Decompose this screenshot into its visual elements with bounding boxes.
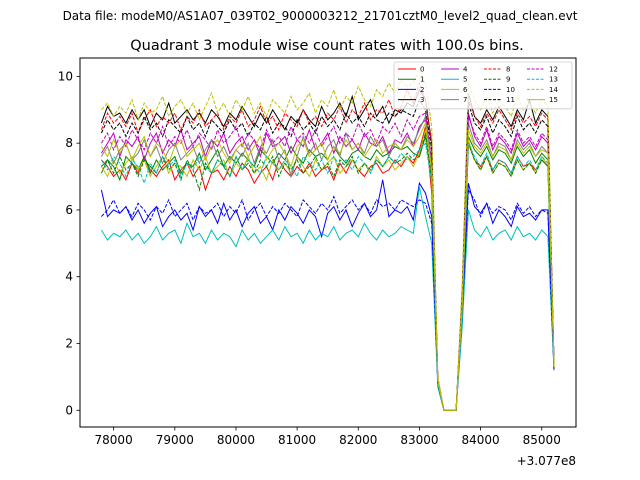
series-line-4 <box>100 112 555 411</box>
legend-label-1: 1 <box>420 76 424 84</box>
y-tick-label: 4 <box>65 270 73 284</box>
legend-label-10: 10 <box>506 86 515 94</box>
legend-label-13: 13 <box>549 76 558 84</box>
x-tick-label: 84000 <box>461 433 499 447</box>
series-line-11 <box>100 98 555 411</box>
x-axis: 78000 79000 80000 81000 82000 83000 84000 85000 <box>95 427 561 447</box>
legend-label-7: 7 <box>463 96 467 104</box>
x-tick-label: 83000 <box>400 433 438 447</box>
y-tick-label: 6 <box>65 203 73 217</box>
legend-label-8: 8 <box>506 66 510 74</box>
series-line-7 <box>100 114 555 411</box>
x-tick-label: 80000 <box>217 433 255 447</box>
legend-label-9: 9 <box>506 76 510 84</box>
x-offset-label: +3.077e8 <box>517 454 576 468</box>
data-file-subtitle: Data file: modeM0/AS1A07_039T02_90000032… <box>63 9 578 23</box>
legend-label-14: 14 <box>549 86 558 94</box>
y-tick-label: 2 <box>65 337 73 351</box>
series-line-3 <box>100 88 555 411</box>
series-layer <box>100 68 555 411</box>
chart-title: Quadrant 3 module wise count rates with … <box>130 38 524 54</box>
series-line-10 <box>101 188 555 411</box>
legend-label-4: 4 <box>463 66 468 74</box>
legend-label-11: 11 <box>506 96 515 104</box>
x-tick-label: 82000 <box>339 433 377 447</box>
series-line-12 <box>100 112 555 411</box>
series-line-2 <box>100 179 555 411</box>
series-line-0 <box>101 126 555 411</box>
y-tick-label: 10 <box>58 69 73 83</box>
legend-box <box>393 61 573 110</box>
legend-label-12: 12 <box>549 66 558 74</box>
legend-label-6: 6 <box>463 86 468 94</box>
y-axis: 0 2 4 6 8 10 <box>58 69 80 417</box>
axes-frame <box>79 57 577 428</box>
legend-label-0: 0 <box>420 66 424 74</box>
legend-label-2: 2 <box>420 86 424 94</box>
x-tick-label: 79000 <box>156 433 194 447</box>
legend-label-5: 5 <box>463 76 467 84</box>
y-tick-label: 0 <box>65 403 73 417</box>
series-line-15 <box>100 121 555 411</box>
legend-label-3: 3 <box>420 96 424 104</box>
series-line-1 <box>100 136 555 411</box>
x-tick-label: 78000 <box>95 433 133 447</box>
series-line-9 <box>101 132 555 411</box>
x-tick-label: 81000 <box>278 433 316 447</box>
x-tick-label: 85000 <box>523 433 561 447</box>
series-line-13 <box>100 142 555 411</box>
series-line-8 <box>100 81 555 411</box>
series-line-5 <box>100 186 555 411</box>
y-tick-label: 8 <box>65 136 73 150</box>
legend-label-15: 15 <box>549 96 558 104</box>
